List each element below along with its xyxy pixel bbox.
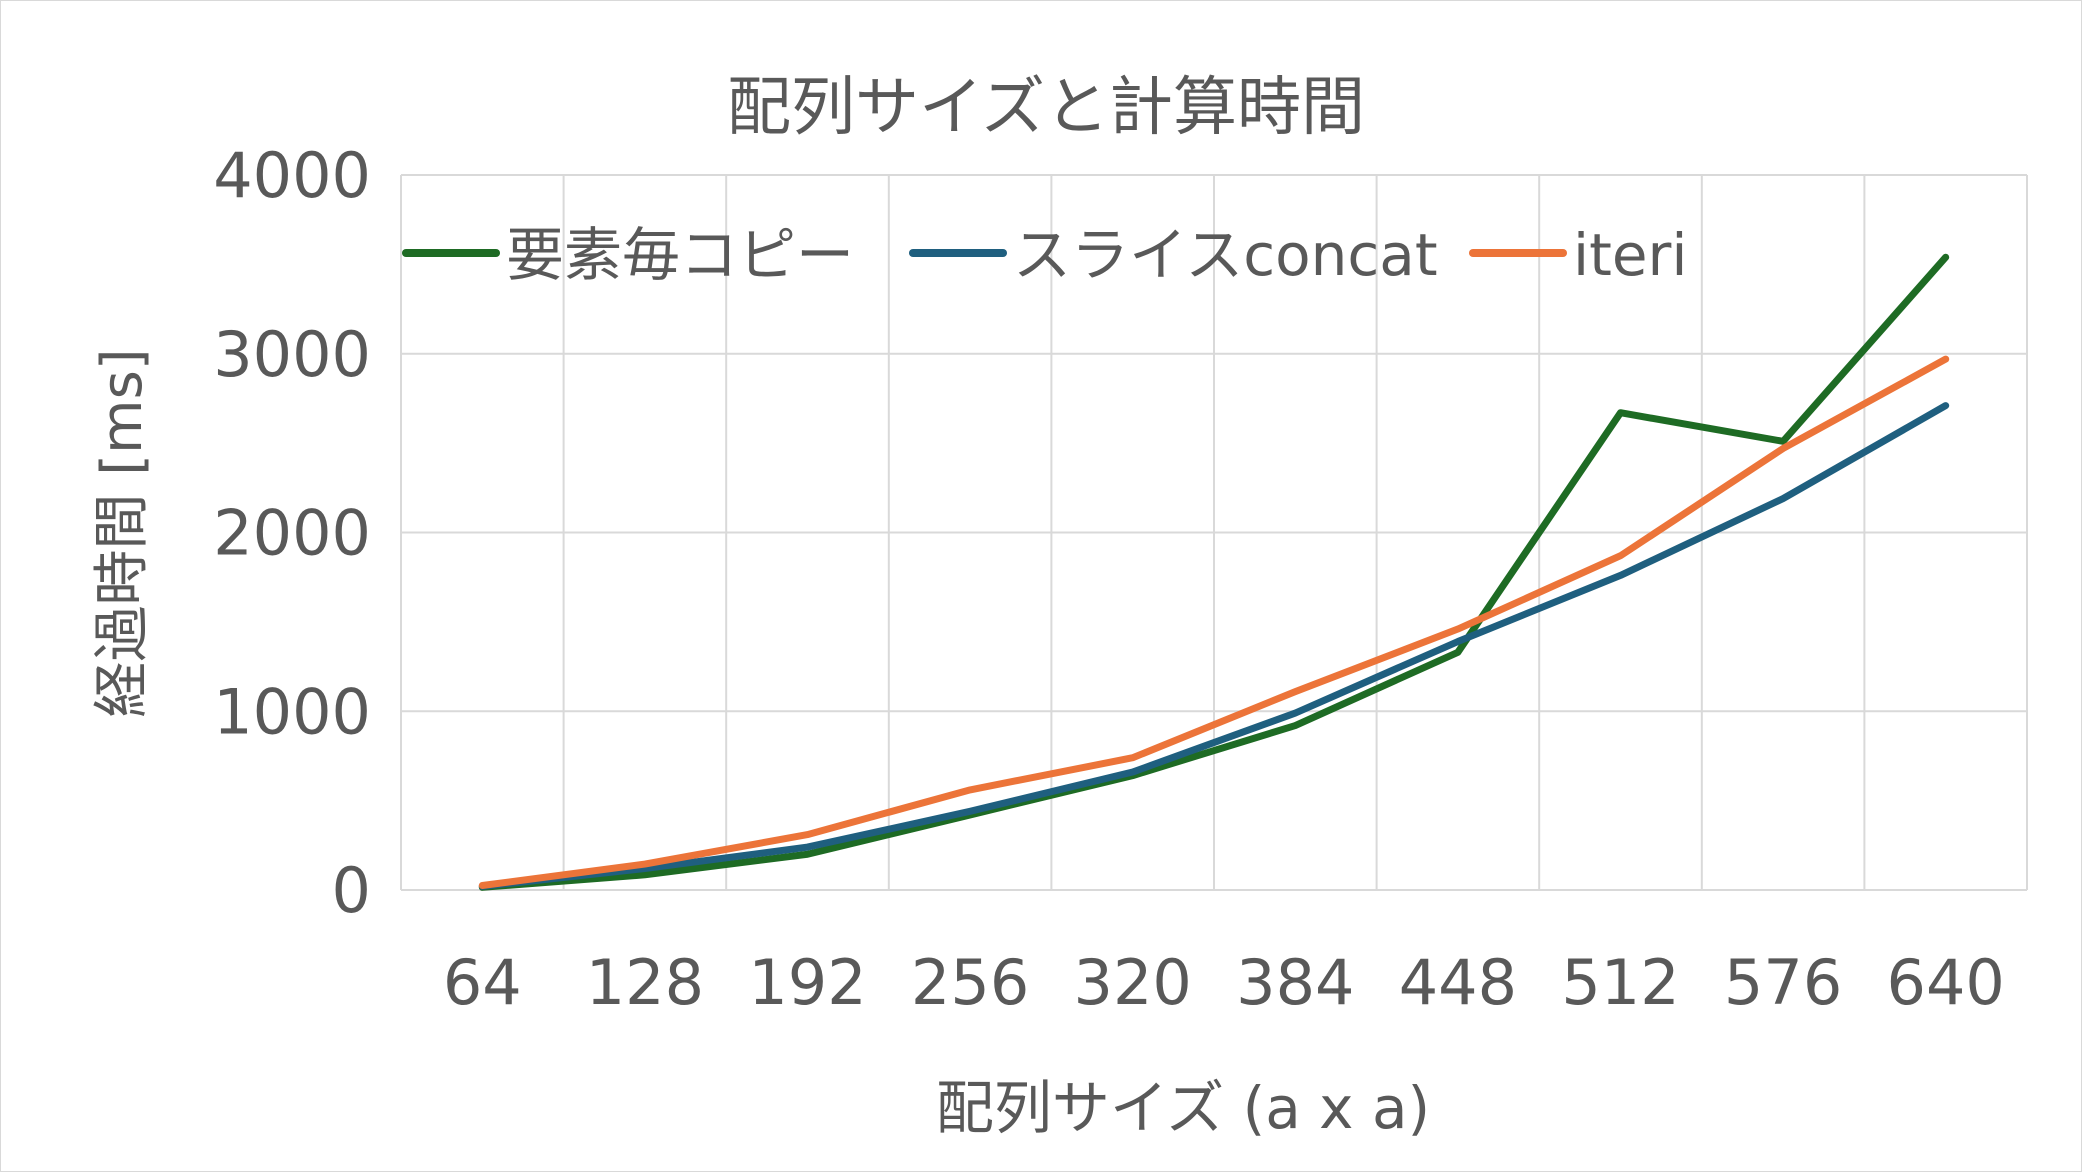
x-tick-label-8: 576 xyxy=(1724,946,1842,1019)
y-tick-label-2: 2000 xyxy=(213,497,371,570)
x-tick-label-7: 512 xyxy=(1561,946,1679,1019)
series-line-0 xyxy=(478,253,1950,891)
y-tick-label-0: 0 xyxy=(332,854,371,927)
y-tick-label-4: 4000 xyxy=(213,139,371,212)
legend: 要素毎コピー スライスconcat iteri xyxy=(402,221,1688,289)
y-tick-label-1: 1000 xyxy=(213,675,371,748)
x-tick-label-6: 448 xyxy=(1399,946,1517,1019)
series-lines xyxy=(478,253,1950,891)
series-line-1 xyxy=(478,402,1950,890)
legend-label-0: 要素毎コピー xyxy=(506,221,854,289)
y-tick-label-3: 3000 xyxy=(213,318,371,391)
x-tick-labels: 64 128 192 256 320 384 448 512 576 640 xyxy=(443,946,2005,1019)
legend-label-2: iteri xyxy=(1573,221,1688,289)
x-tick-label-0: 64 xyxy=(443,946,522,1019)
x-tick-label-2: 192 xyxy=(748,946,866,1019)
y-tick-labels: 0 1000 2000 3000 4000 xyxy=(213,139,371,927)
x-tick-label-1: 128 xyxy=(586,946,704,1019)
series-line-2 xyxy=(478,355,1950,890)
x-tick-label-3: 256 xyxy=(911,946,1029,1019)
x-tick-label-5: 384 xyxy=(1236,946,1354,1019)
x-tick-label-9: 640 xyxy=(1887,946,2005,1019)
y-axis-label: 経過時間 [ms] xyxy=(90,348,155,717)
x-tick-label-4: 320 xyxy=(1074,946,1192,1019)
chart-title: 配列サイズと計算時間 xyxy=(727,71,1365,145)
legend-label-1: スライスconcat xyxy=(1013,221,1438,289)
x-axis-label: 配列サイズ (a x a) xyxy=(936,1074,1430,1142)
